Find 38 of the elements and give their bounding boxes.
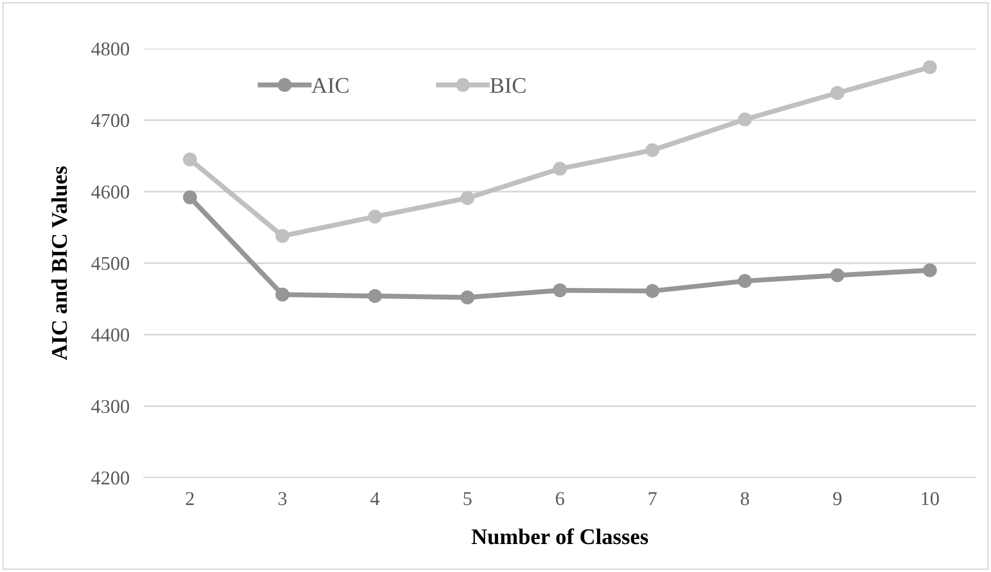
y-tick-label: 4500 (91, 256, 130, 270)
x-tick-label: 2 (186, 492, 194, 505)
point (830, 268, 844, 282)
x-tick-label: 5 (464, 492, 472, 506)
point (645, 284, 660, 298)
y-tick-label: 4800 (91, 42, 130, 56)
point (922, 60, 937, 74)
point (922, 263, 937, 278)
point (275, 288, 290, 302)
point (460, 191, 474, 205)
point (182, 152, 197, 166)
point (830, 86, 844, 100)
point (182, 190, 197, 204)
legend-label: BIC (490, 78, 526, 93)
x-tick-label: 10 (922, 492, 939, 506)
point (552, 283, 567, 298)
x-tick-label: 6 (556, 492, 564, 506)
x-tick-label: 8 (740, 492, 750, 506)
x-tick-label: 7 (648, 492, 657, 505)
point (552, 162, 567, 176)
x-axis-title: Number of Classes (472, 528, 648, 544)
y-axis-title: AIC and BIC Values (51, 166, 68, 360)
x-tick-label: 3 (278, 492, 287, 506)
y-tick-label: 4400 (91, 328, 130, 342)
point (738, 112, 752, 126)
point (368, 210, 382, 224)
y-tick-label: 4300 (91, 400, 130, 414)
y-tick-label: 4600 (91, 185, 130, 199)
legend-label: AIC (312, 78, 348, 93)
point (460, 290, 474, 304)
y-tick-label: 4200 (91, 471, 130, 485)
y-tick-label: 4700 (91, 114, 130, 128)
x-tick-label: 4 (370, 492, 380, 505)
x-tick-label: 9 (833, 492, 842, 506)
point (738, 274, 752, 288)
point (645, 143, 660, 158)
point (275, 229, 290, 243)
point (368, 289, 382, 303)
